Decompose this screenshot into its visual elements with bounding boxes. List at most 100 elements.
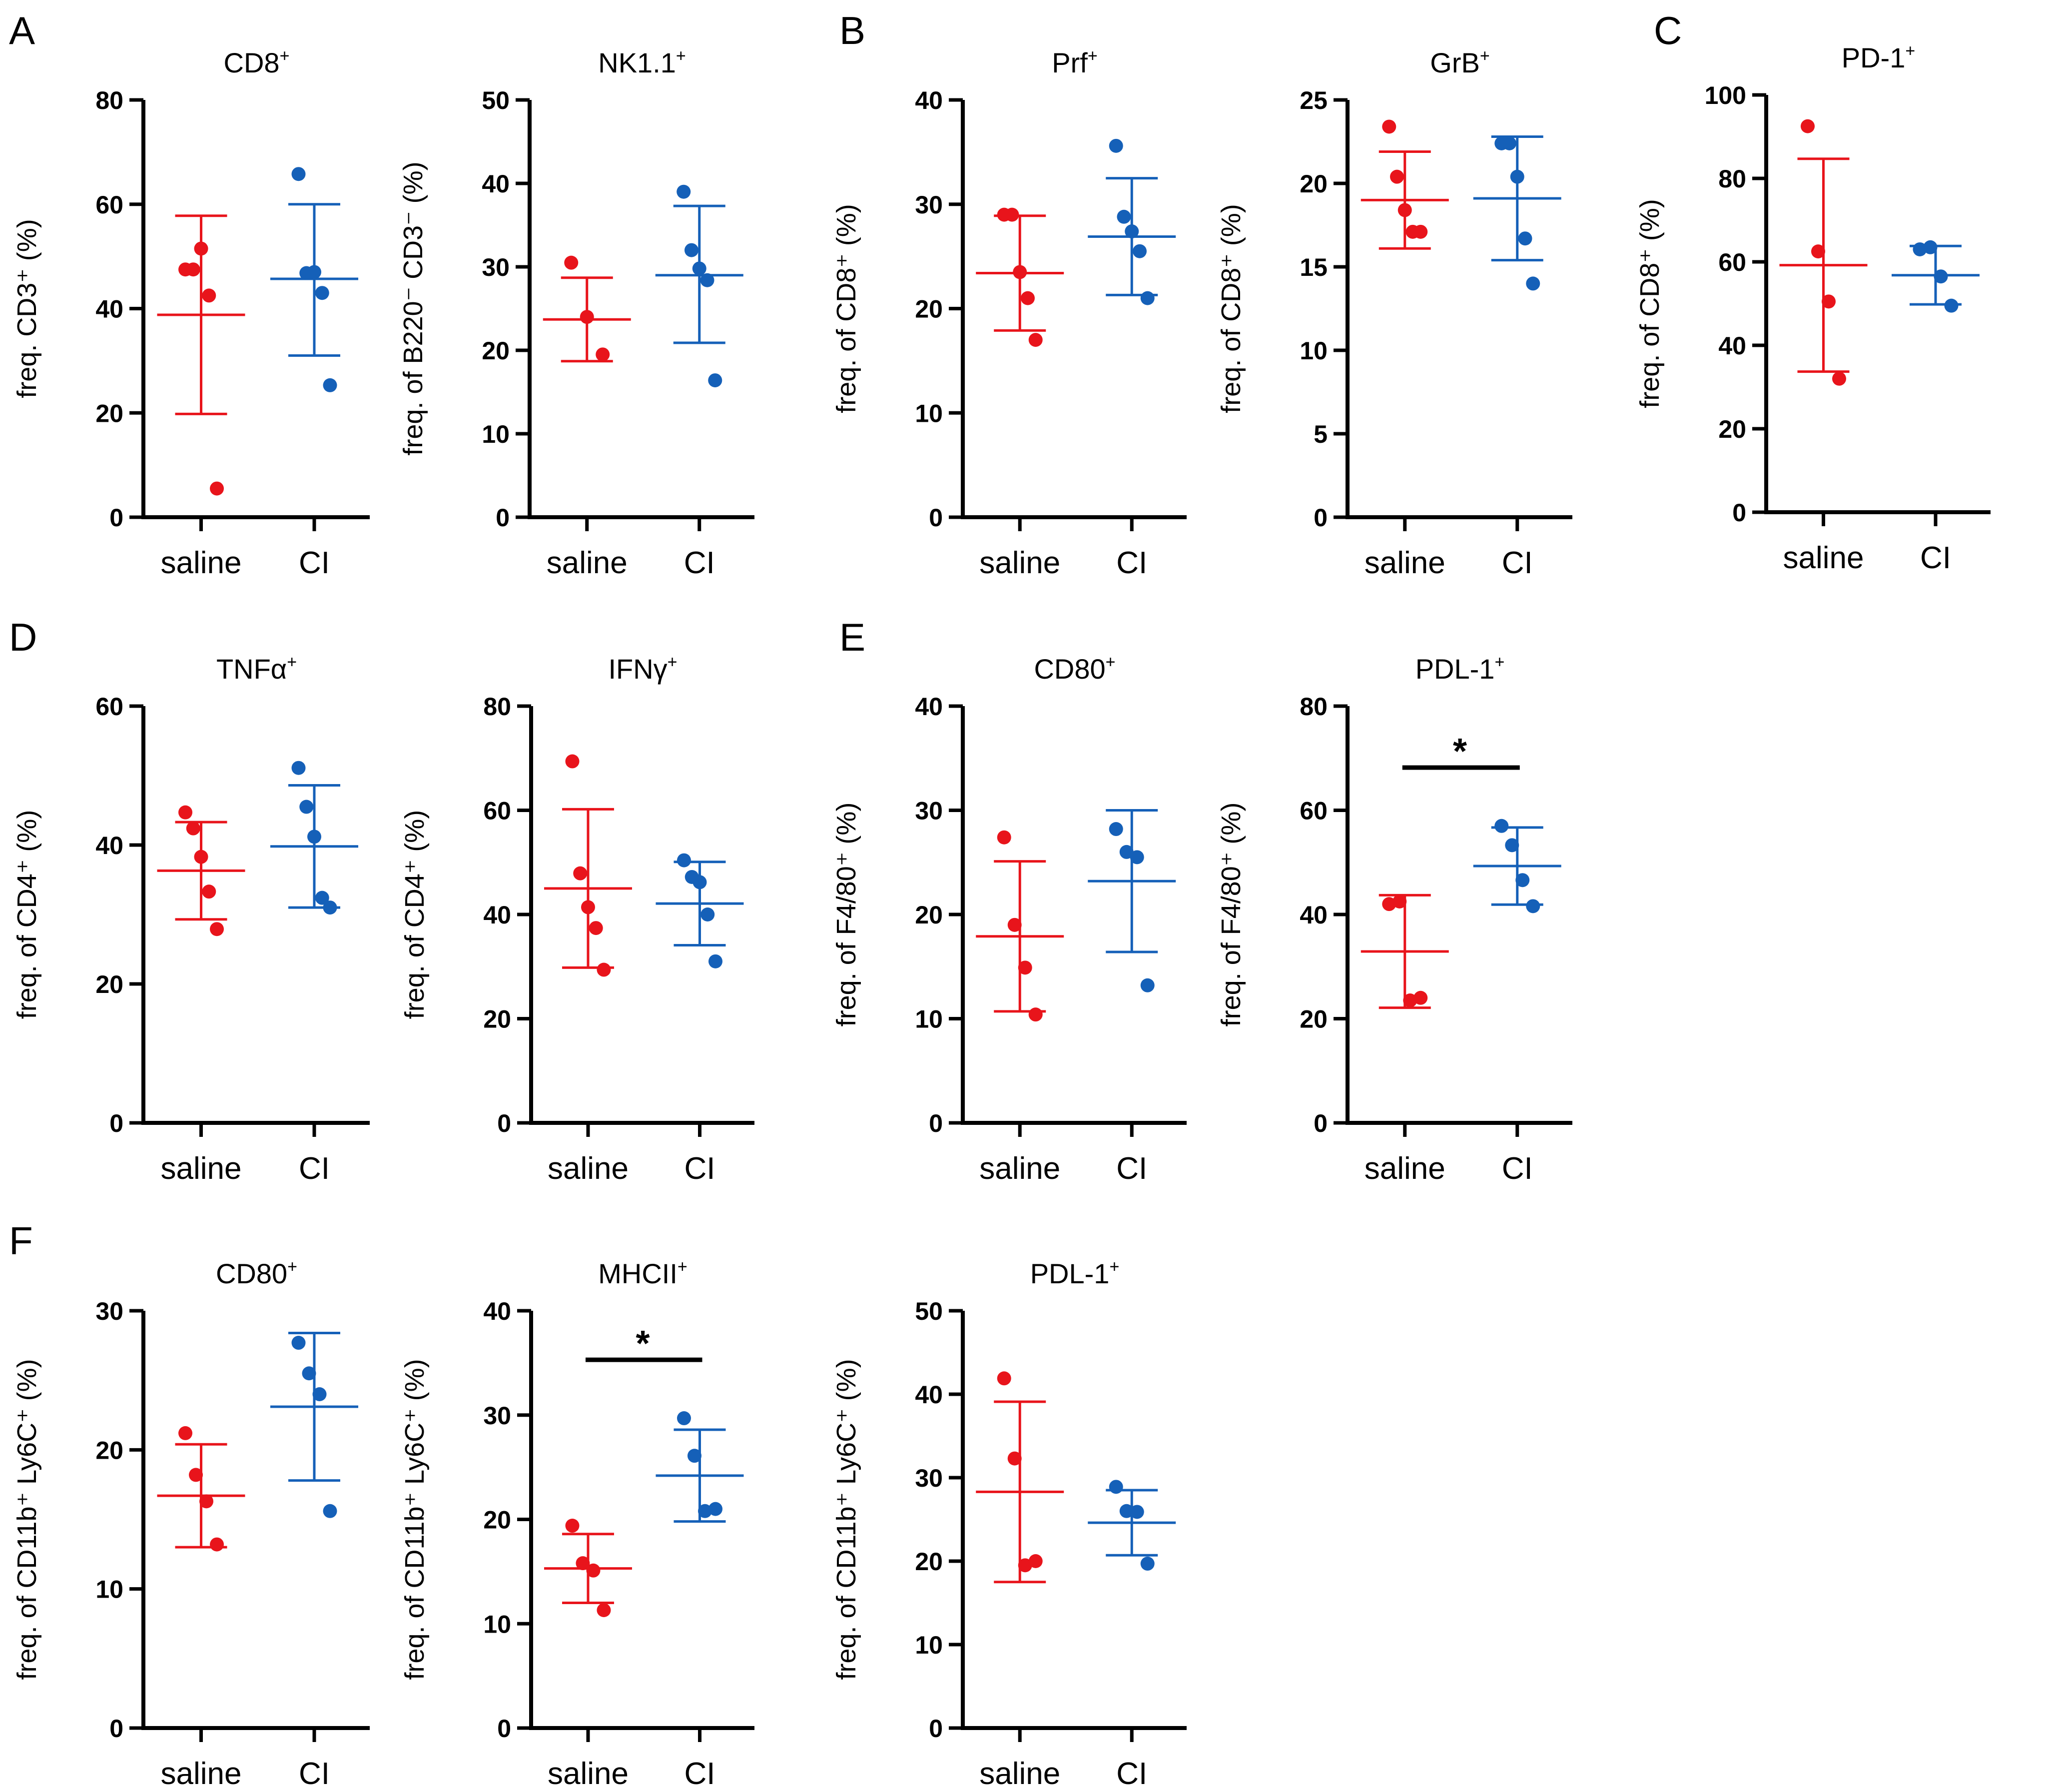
data-point [1140,978,1155,992]
y-tick-label: 20 [1718,415,1746,443]
data-point [1515,873,1530,888]
y-tick-label: 40 [915,86,943,114]
y-tick-label: 40 [95,295,123,323]
y-axis-label: freq. of CD4⁺ (%) [400,810,430,1019]
x-tick-label-saline: saline [1365,546,1445,580]
data-point [1119,845,1134,859]
data-point [697,1504,712,1518]
y-tick-label: 20 [1300,170,1328,198]
chart-title: PDL-1+ [1030,1257,1120,1289]
y-tick-label: 0 [109,1109,123,1137]
y-tick-label: 5 [1314,420,1328,448]
data-point [1007,1451,1022,1466]
data-point [1821,294,1836,309]
data-point [189,1468,203,1482]
y-tick-label: 60 [95,693,123,721]
data-point [1109,1480,1123,1494]
y-tick-label: 10 [482,420,510,448]
x-tick-label-saline: saline [1783,541,1864,575]
x-tick-label-ci: CI [299,1757,330,1791]
data-point [565,1519,580,1533]
y-tick-label: 20 [95,970,123,998]
data-point [1130,1505,1144,1519]
chart-e-8: CD80+ 0 10 20 30 40 saline CI freq. of F4/80⁺ (%… [831,653,1187,1186]
data-point [210,1537,224,1552]
x-tick-label-saline: saline [161,1151,242,1186]
data-point [323,378,337,392]
data-point [1382,897,1396,911]
series-saline [157,1426,245,1552]
data-point [1944,298,1959,313]
y-tick-label: 0 [497,1109,511,1137]
x-tick-label-saline: saline [979,1151,1060,1186]
data-point [1005,207,1019,222]
data-point [687,1449,701,1463]
y-axis-label: freq. of CD11b⁺ Ly6C⁺ (%) [12,1359,42,1680]
chart-b-4: GrB+ 0 5 10 15 20 25 saline CI freq. of CD8⁺ (%) [1216,46,1572,580]
series-ci [1473,135,1561,291]
y-tick-label: 50 [482,86,510,114]
data-point [1526,899,1540,913]
y-tick-label: 80 [1718,165,1746,193]
series-ci [270,761,359,915]
chart-c-5: PD-1+ 0 20 40 60 80 100 saline CI freq. of CD8⁺ (… [1635,41,1991,575]
data-point [178,1426,193,1440]
series-ci [270,1332,359,1518]
series-ci [1473,819,1561,913]
y-axis-label: freq. of F4/80⁺ (%) [1216,803,1246,1027]
data-point [597,962,611,977]
y-tick-label: 20 [95,1436,123,1464]
data-point [997,830,1011,845]
y-tick-label: 10 [915,1631,943,1659]
chart-title: CD8+ [224,46,290,78]
chart-f-11: MHCII+ 0 10 20 30 40 saline CI freq. of CD11b⁺ L… [400,1257,754,1791]
y-tick-label: 30 [915,797,943,825]
data-point [210,481,224,496]
data-point [1800,119,1815,133]
data-point [291,761,306,775]
data-point [677,1411,691,1426]
chart-title: GrB+ [1430,46,1489,78]
series-saline [544,754,632,977]
chart-a-1: CD8+ 0 20 40 60 80 saline CI freq. CD3⁺ (%) [12,46,370,580]
x-tick-label-saline: saline [979,1757,1060,1791]
y-tick-label: 20 [482,337,510,365]
y-tick-label: 30 [483,1402,511,1430]
data-point [1832,371,1846,386]
data-point [700,907,715,921]
data-point [1934,269,1948,284]
chart-title: NK1.1+ [598,46,686,78]
y-tick-label: 15 [1300,253,1328,281]
series-ci [655,184,743,388]
chart-title: CD80+ [216,1257,297,1289]
data-point [291,167,306,181]
data-point [573,866,588,881]
series-ci [1891,240,1980,313]
series-saline [543,255,631,363]
x-tick-label-ci: CI [684,546,715,580]
data-point [700,273,714,287]
y-tick-label: 20 [915,295,943,323]
data-point [997,1371,1011,1386]
data-point [708,954,722,968]
y-axis-label: freq. of CD8⁺ (%) [1635,199,1665,408]
data-point [186,821,200,836]
chart-f-12: PDL-1+ 0 10 20 30 40 50 saline CI freq. of CD11b⁺… [831,1257,1187,1791]
data-point [1403,993,1417,1008]
data-point [581,900,595,914]
y-tick-label: 40 [1300,901,1328,929]
x-tick-label-ci: CI [684,1757,715,1791]
data-point [186,262,200,277]
data-point [1502,136,1516,150]
data-point [1923,240,1938,254]
y-tick-label: 0 [1732,499,1746,527]
y-tick-label: 40 [1718,332,1746,360]
y-axis-label: freq. of CD4⁺ (%) [12,810,42,1019]
series-ci [1088,138,1176,305]
x-tick-label-ci: CI [299,546,330,580]
x-tick-label-ci: CI [1116,1151,1147,1186]
data-point [202,288,216,303]
y-tick-label: 0 [497,1715,511,1743]
data-point [1913,242,1927,256]
